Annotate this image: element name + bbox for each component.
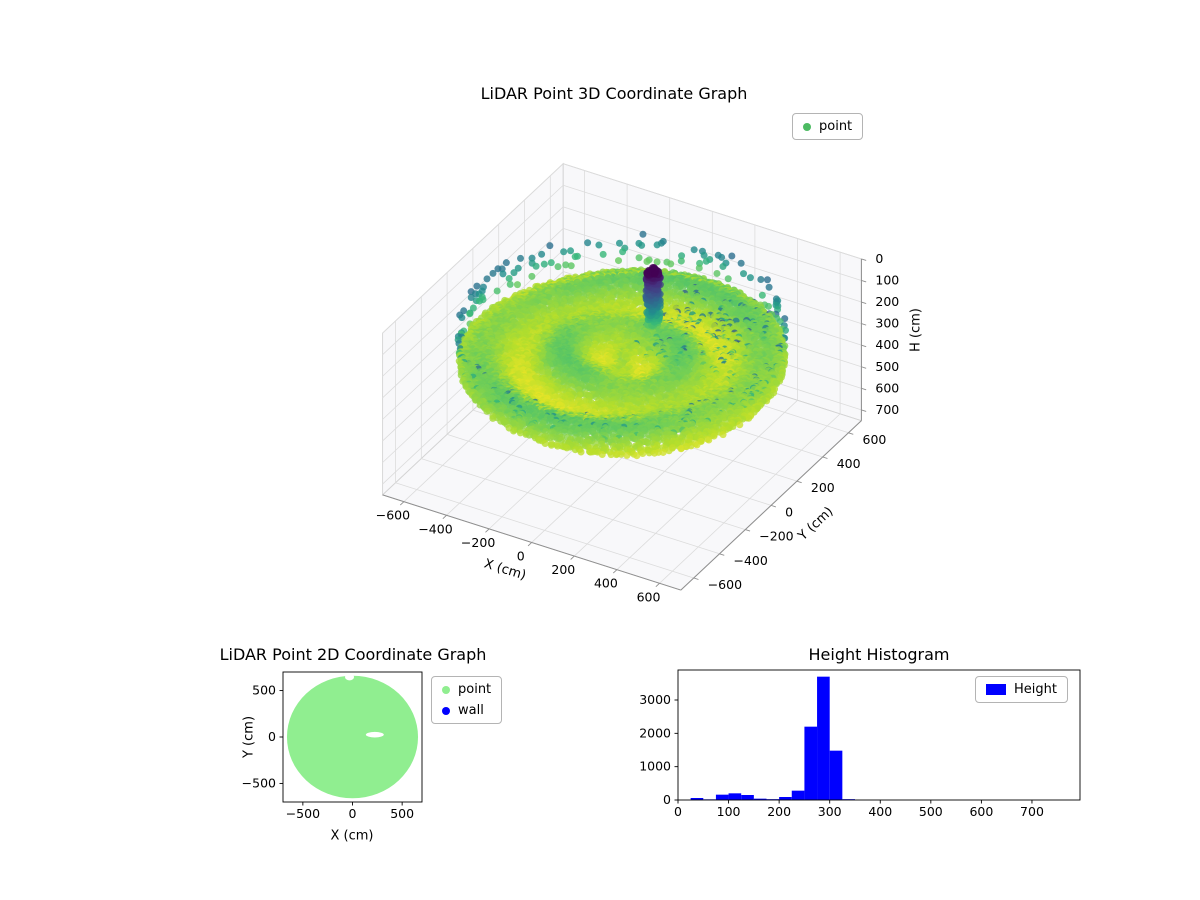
legend-label-height: Height [1014, 682, 1057, 697]
legend-label-point-2d: point [458, 682, 492, 697]
plot3d-haxis-label: H (cm) [908, 308, 924, 352]
height-bar-marker-icon [986, 684, 1006, 695]
histogram-title: Height Histogram [808, 645, 950, 664]
point-marker-icon [442, 685, 450, 694]
legend-item-point-3d: point [803, 119, 852, 134]
plot2d-yaxis-label: Y (cm) [241, 715, 257, 759]
legend-label-wall-2d: wall [458, 703, 484, 718]
plot2d-legend: point wall [431, 676, 503, 724]
legend-item-wall-2d: wall [442, 703, 491, 718]
plot3d-title: LiDAR Point 3D Coordinate Graph [480, 84, 748, 103]
wall-marker-icon [442, 706, 450, 715]
legend-label-point-3d: point [819, 119, 853, 134]
plot2d-title: LiDAR Point 2D Coordinate Graph [219, 645, 487, 664]
legend-item-height: Height [986, 682, 1057, 697]
histogram-legend: Height [975, 676, 1068, 703]
legend-item-point-2d: point [442, 682, 491, 697]
plot3d-legend: point [792, 113, 864, 140]
plot2d-xaxis-label: X (cm) [330, 828, 374, 844]
point-marker-icon [803, 122, 811, 131]
